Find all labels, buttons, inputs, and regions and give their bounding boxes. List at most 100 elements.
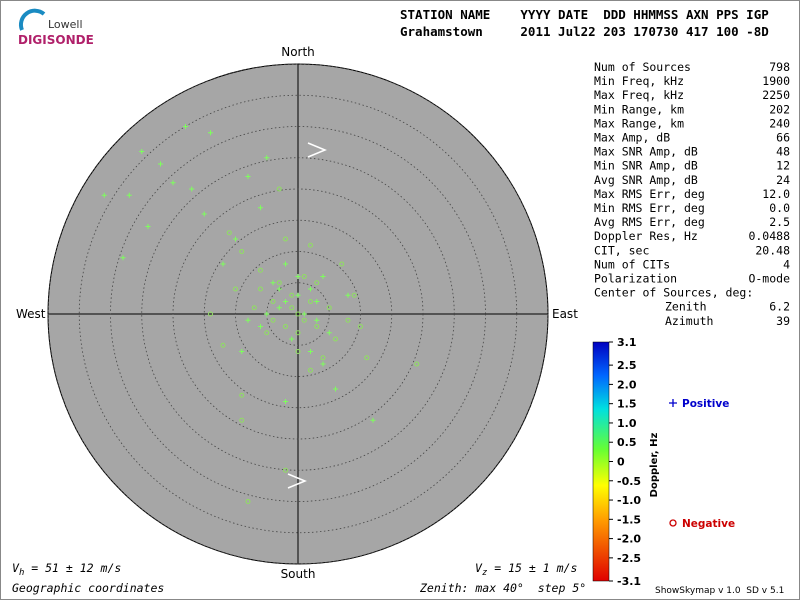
colorbar-tick-label: 2.5 [617,359,637,372]
source-positive [270,280,276,286]
vh-text: = 51 ± 12 m/s [24,561,121,575]
stat-label: CIT, sec [594,243,649,257]
vz-symbol: V [475,561,483,575]
source-positive [345,292,351,298]
colorbar-label: Doppler, Hz [649,433,660,498]
source-negative [283,236,288,242]
source-negative [345,317,351,323]
center-value: 6.2 [769,300,790,314]
colorbar-tick-label: -2.0 [617,533,641,546]
vh-symbol: V [12,561,20,575]
source-negative [326,305,332,311]
source-negative [283,467,288,473]
header-labels: STATION NAME YYYY DATE DDD HHMMSS AXN PP… [400,7,769,22]
source-negative [295,349,301,354]
stat-value: 0.0 [769,201,790,215]
source-positive [264,155,270,161]
stat-label: Num of Sources [594,60,691,74]
source-positive [314,317,320,323]
source-positive [126,192,132,198]
zenith-ring [141,157,455,471]
source-negative [276,186,282,192]
source-negative [258,267,263,273]
source-negative [295,330,301,336]
header-values: Grahamstown 2011 Jul22 203 170730 417 10… [400,24,769,39]
stat-label: Max Amp, dB [594,131,670,145]
legend-label: Positive [682,398,729,410]
source-negative [270,299,276,304]
source-positive [295,292,301,298]
colorbar-tick-label: 2.0 [617,378,637,391]
source-positive [145,224,151,229]
vh-sub: h [19,568,24,578]
legend-marker [669,519,677,527]
stat-value: 798 [769,60,790,74]
zenith-ring [78,94,518,534]
colorbar-tick-label: -2.5 [617,552,641,565]
stat-value: 24 [776,173,790,187]
source-positive [101,192,107,198]
zenith-label: Zenith: max 40° step 5° [419,581,586,595]
source-positive [245,174,251,179]
stat-label: Min Freq, kHz [594,74,684,88]
center-label: Zenith [665,300,707,314]
source-negative [233,286,238,292]
version: ShowSkymap v 1.0 SD v 5.1 [655,586,784,596]
zenith-ring [235,251,361,377]
stat-label: Num of CITs [594,257,670,271]
source-positive [308,349,313,354]
colorbar [592,341,610,582]
stat-value: 0.0488 [748,229,790,243]
source-positive [183,124,188,129]
coords-label: Geographic coordinates [12,581,164,595]
stat-label: Doppler Res, Hz [594,229,698,243]
zenith-ring [266,282,330,346]
source-negative [208,311,213,317]
source-positive [289,336,295,342]
source-negative [289,305,295,311]
source-negative [351,292,357,298]
logo-top: Lowell [48,18,83,31]
zenith-ring [47,63,549,565]
colorbar-tick-label: -3.1 [617,575,641,588]
source-negative [220,342,226,348]
source-positive [283,399,288,404]
stat-value: 1900 [762,74,790,88]
logo-arc [18,8,46,31]
colorbar-tick-label: -0.5 [617,475,641,488]
stat-label: Min RMS Err, deg [594,201,705,215]
source-positive [276,305,282,311]
stat-value: 202 [769,102,790,116]
velocity-arrow [307,142,327,158]
source-positive [258,205,263,211]
source-positive [170,180,176,186]
source-negative [239,417,245,423]
vz-text: = 15 ± 1 m/s [487,561,577,575]
source-negative [270,317,276,323]
source-positive [264,311,270,317]
colorbar-tick-label: -1.0 [617,494,641,507]
source-negative [308,299,313,304]
legend-marker [669,399,677,407]
colorbar-tick-label: 3.1 [617,336,637,349]
source-positive [233,236,238,242]
stat-label: Min Range, km [594,102,684,116]
source-positive [301,311,307,317]
source-negative [301,274,307,279]
stat-value: 48 [776,145,790,159]
colorbar-tick-label: 1.5 [617,398,637,411]
source-negative [314,324,320,329]
source-negative [358,324,363,329]
source-positive [283,299,288,304]
dir-east: East [552,307,578,321]
stat-value: 66 [776,131,790,145]
source-negative [364,355,370,361]
colorbar-tick-label: 0.5 [617,436,637,449]
center-title: Center of Sources, deg: [594,286,753,300]
stat-value: 2.5 [769,215,790,229]
source-negative [258,286,263,292]
velocity-arrow [287,473,307,489]
source-negative [308,242,313,248]
source-negative [414,361,420,367]
colorbar-tick-label: 1.0 [617,417,637,430]
